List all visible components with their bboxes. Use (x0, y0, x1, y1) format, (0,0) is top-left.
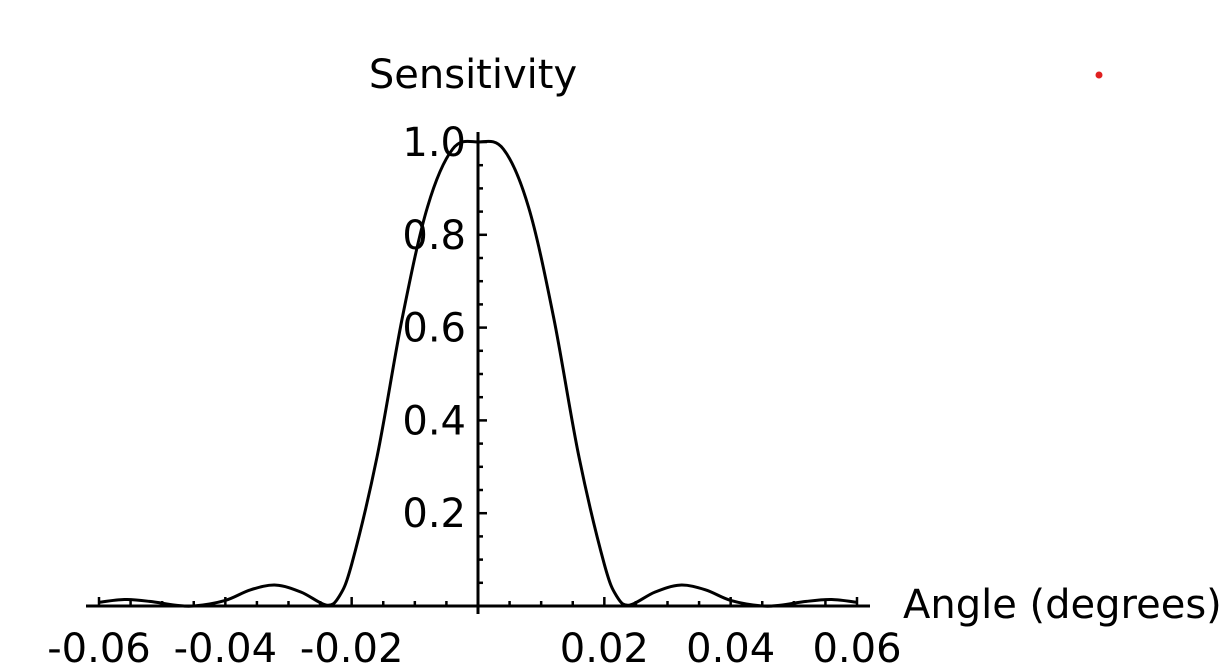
y-tick-labels: 0.2 0.4 0.6 0.8 1.0 (402, 120, 466, 537)
x-tick-label: -0.04 (174, 626, 278, 670)
y-tick-label: 0.6 (402, 306, 466, 352)
x-tick-label: 0.04 (686, 626, 775, 670)
y-tick-label: 0.2 (402, 491, 466, 537)
x-tick-labels: -0.06 -0.04 -0.02 0.02 0.04 0.06 (47, 626, 901, 670)
x-axis-title: Angle (degrees) (903, 582, 1222, 628)
x-tick-label: -0.02 (300, 626, 404, 670)
y-tick-label: 0.8 (402, 213, 466, 259)
x-tick-label: -0.06 (47, 626, 151, 670)
red-marker (1095, 71, 1103, 79)
y-tick-label: 1.0 (402, 120, 466, 166)
sensitivity-curve (98, 139, 858, 608)
x-tick-label: 0.02 (560, 626, 649, 670)
y-minor-ticks (478, 140, 487, 585)
y-axis-title: Sensitivity (369, 52, 577, 98)
x-tick-label: 0.06 (812, 626, 901, 670)
y-tick-label: 0.4 (402, 398, 466, 444)
